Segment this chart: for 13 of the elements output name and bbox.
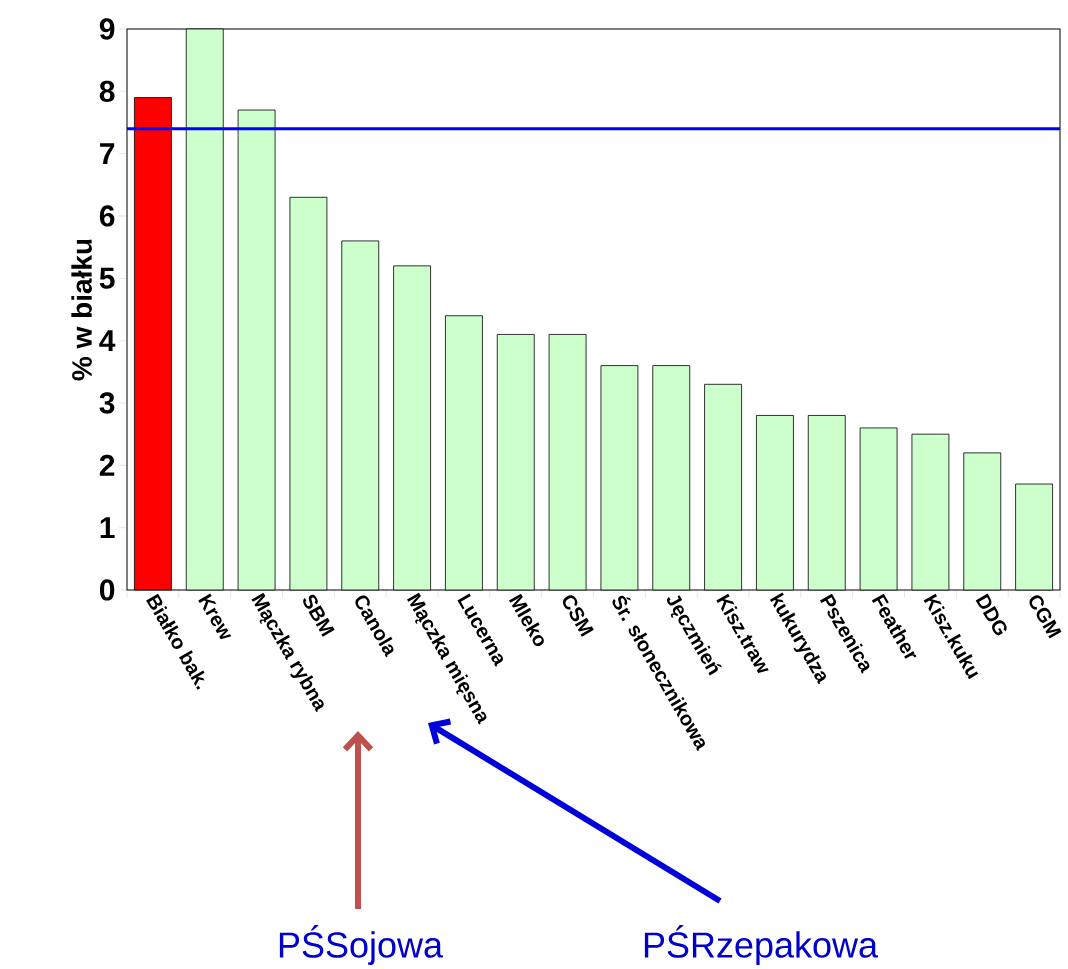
y-tick-label: 9 [99, 18, 115, 40]
y-tick-label: 3 [99, 392, 115, 414]
text: PŚSojowa [279, 925, 444, 965]
y-tick-label: 8 [99, 80, 115, 102]
text: PŚRzepakowa [644, 925, 879, 965]
y-tick-label: 6 [99, 205, 115, 227]
y-tick-label: 5 [99, 267, 115, 289]
y-axis-title: % w białku [71, 239, 92, 381]
y-tick-label: 4 [99, 330, 116, 351]
y-tick-label: 2 [99, 454, 115, 476]
y-tick-label: 1 [100, 517, 115, 538]
y-tick-label: 0 [99, 579, 115, 601]
y-tick-label: 7 [100, 143, 115, 164]
